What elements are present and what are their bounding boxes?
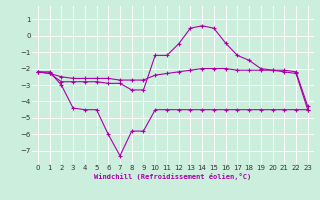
X-axis label: Windchill (Refroidissement éolien,°C): Windchill (Refroidissement éolien,°C) [94, 173, 252, 180]
